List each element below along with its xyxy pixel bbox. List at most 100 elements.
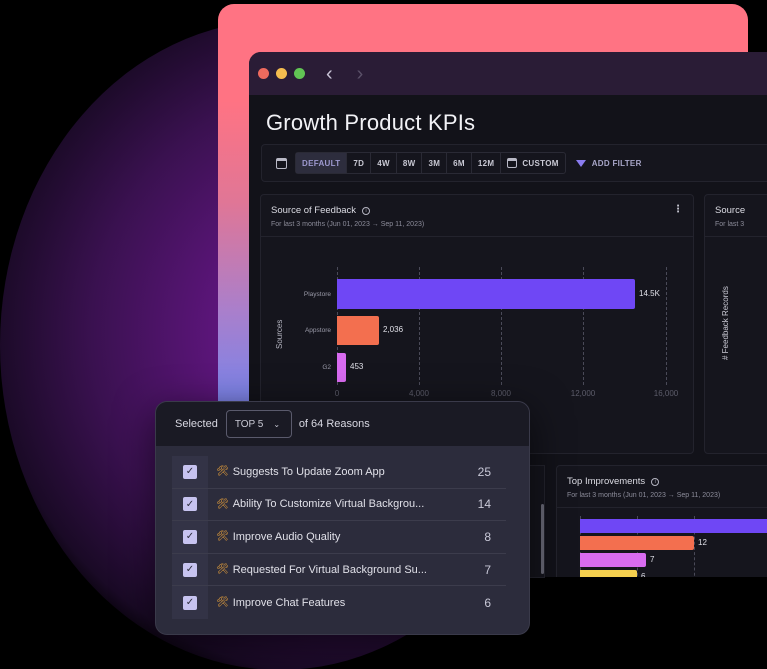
date-range-segmented-control: DEFAULT 7D 4W 8W 3M 6M 12M CUSTOM bbox=[295, 152, 566, 174]
card-title: Source of Feedback i bbox=[271, 205, 371, 216]
checkbox[interactable]: ✓ bbox=[183, 497, 197, 512]
reason-label: Improve Audio Quality bbox=[232, 530, 341, 543]
range-custom[interactable]: CUSTOM bbox=[501, 153, 564, 173]
checkbox-cell: ✓ bbox=[172, 456, 208, 488]
x-tick: 0 bbox=[334, 389, 340, 398]
page-title: Growth Product KPIs bbox=[266, 110, 476, 135]
reasons-count-label: of 64 Reasons bbox=[298, 418, 370, 430]
bar-value: 7 bbox=[650, 555, 655, 564]
x-tick: 4,000 bbox=[408, 389, 430, 398]
card-divider bbox=[705, 236, 767, 237]
list-item[interactable]: ✓ 🛠 Improve Audio Quality 8 bbox=[172, 521, 506, 554]
bar-playstore[interactable] bbox=[337, 279, 635, 309]
reason-label: Requested For Virtual Background Su... bbox=[232, 563, 427, 576]
bar-improvement-2[interactable] bbox=[580, 536, 694, 550]
source-card-partial: Source For last 3 # Feedback Records bbox=[704, 194, 767, 454]
gridline bbox=[583, 267, 584, 385]
range-6m[interactable]: 6M bbox=[447, 153, 472, 173]
add-filter-label: ADD FILTER bbox=[591, 158, 642, 168]
bar-value: 453 bbox=[350, 362, 364, 371]
card-menu-icon[interactable]: ⋮ bbox=[673, 204, 683, 215]
y-axis-label: Sources bbox=[275, 319, 284, 349]
card-divider bbox=[261, 236, 693, 237]
checkbox[interactable]: ✓ bbox=[183, 562, 197, 577]
tools-icon: 🛠 bbox=[216, 564, 229, 576]
close-window-button[interactable] bbox=[258, 68, 269, 79]
tools-icon: 🛠 bbox=[216, 498, 229, 510]
list-item[interactable]: ✓ 🛠 Requested For Virtual Background Su.… bbox=[172, 553, 506, 587]
info-icon[interactable]: i bbox=[651, 477, 660, 486]
filter-funnel-icon bbox=[575, 159, 586, 167]
bar-value: 2,036 bbox=[383, 325, 404, 334]
list-item[interactable]: ✓ 🛠 Suggests To Update Zoom App 25 bbox=[172, 456, 506, 489]
calendar-icon bbox=[507, 158, 518, 168]
forward-arrow-icon[interactable]: › bbox=[356, 62, 364, 85]
window-titlebar: ‹ › bbox=[249, 52, 767, 95]
category-label: Playstore bbox=[303, 291, 331, 298]
range-8w[interactable]: 8W bbox=[397, 153, 423, 173]
x-tick: 8,000 bbox=[490, 389, 512, 398]
checkbox-cell: ✓ bbox=[172, 488, 208, 521]
x-tick: 12,000 bbox=[570, 389, 596, 398]
bar-appstore[interactable] bbox=[337, 316, 379, 345]
bar-g2[interactable] bbox=[337, 353, 346, 382]
reason-count: 7 bbox=[484, 562, 491, 577]
reason-label: Ability To Customize Virtual Backgrou... bbox=[232, 498, 425, 511]
bar-improvement-3[interactable] bbox=[580, 553, 646, 567]
list-item[interactable]: ✓ 🛠 Improve Chat Features 6 bbox=[172, 586, 506, 619]
selected-label: Selected bbox=[175, 418, 218, 430]
gridline bbox=[694, 516, 695, 577]
info-icon[interactable]: i bbox=[362, 206, 371, 215]
top-improvements-card: Top Improvements i For last 3 months (Ju… bbox=[556, 465, 767, 577]
card-subtitle: For last 3 bbox=[715, 221, 745, 228]
x-tick: 16,000 bbox=[653, 389, 679, 398]
back-arrow-icon[interactable]: ‹ bbox=[326, 62, 333, 85]
range-3m[interactable]: 3M bbox=[422, 153, 448, 173]
reason-count: 25 bbox=[477, 464, 491, 479]
reasons-list: ✓ 🛠 Suggests To Update Zoom App 25 ✓ 🛠 A… bbox=[172, 456, 506, 619]
range-4w[interactable]: 4W bbox=[371, 153, 397, 173]
card-title: Top Improvements i bbox=[567, 476, 660, 487]
checkbox[interactable]: ✓ bbox=[183, 595, 197, 610]
range-default[interactable]: DEFAULT bbox=[296, 153, 348, 173]
checkbox[interactable]: ✓ bbox=[183, 464, 197, 479]
range-12m[interactable]: 12M bbox=[472, 153, 502, 173]
scrollbar-thumb[interactable] bbox=[541, 504, 544, 574]
gridline bbox=[666, 267, 667, 385]
reason-label: Improve Chat Features bbox=[232, 596, 346, 609]
reason-count: 6 bbox=[484, 595, 491, 610]
range-7d[interactable]: 7D bbox=[347, 153, 372, 173]
card-subtitle: For last 3 months (Jun 01, 2023 → Sep 11… bbox=[567, 492, 721, 499]
checkbox[interactable]: ✓ bbox=[183, 529, 197, 544]
card-subtitle: For last 3 months (Jun 01, 2023 → Sep 11… bbox=[271, 221, 425, 228]
bar-value: 6 bbox=[641, 572, 646, 577]
chevron-down-icon: ⌄ bbox=[273, 419, 281, 429]
bar-improvement-1[interactable] bbox=[580, 519, 767, 533]
category-label: Appstore bbox=[304, 327, 331, 334]
date-filter-bar: DEFAULT 7D 4W 8W 3M 6M 12M CUSTOM ADD FI… bbox=[261, 144, 767, 182]
bar-value: 12 bbox=[698, 538, 707, 547]
maximize-window-button[interactable] bbox=[294, 68, 305, 79]
list-item[interactable]: ✓ 🛠 Ability To Customize Virtual Backgro… bbox=[172, 488, 506, 522]
card-title: Source bbox=[715, 205, 746, 216]
calendar-icon bbox=[276, 157, 287, 169]
top-n-value: TOP 5 bbox=[234, 418, 264, 430]
reasons-selector-popup: Selected TOP 5 ⌄ of 64 Reasons ✓ 🛠 Sugge… bbox=[155, 401, 530, 635]
bar-value: 14.5K bbox=[639, 289, 660, 298]
minimize-window-button[interactable] bbox=[276, 68, 287, 79]
tools-icon: 🛠 bbox=[216, 531, 229, 543]
bar-chart: 12 7 6 bbox=[580, 516, 767, 577]
range-custom-label: CUSTOM bbox=[522, 158, 559, 168]
tools-icon: 🛠 bbox=[216, 597, 229, 609]
card-divider bbox=[557, 507, 767, 508]
bar-chart: 14.5K Playstore 2,036 Appstore 453 G2 bbox=[304, 267, 667, 385]
bar-improvement-4[interactable] bbox=[580, 570, 637, 577]
add-filter-button[interactable]: ADD FILTER bbox=[575, 158, 642, 168]
tools-icon: 🛠 bbox=[216, 466, 229, 478]
top-n-dropdown[interactable]: TOP 5 ⌄ bbox=[225, 410, 292, 438]
reason-count: 8 bbox=[484, 529, 491, 544]
gridline bbox=[419, 267, 420, 385]
gridline bbox=[501, 267, 502, 385]
checkbox-cell: ✓ bbox=[172, 553, 208, 586]
checkbox-cell: ✓ bbox=[172, 521, 208, 553]
